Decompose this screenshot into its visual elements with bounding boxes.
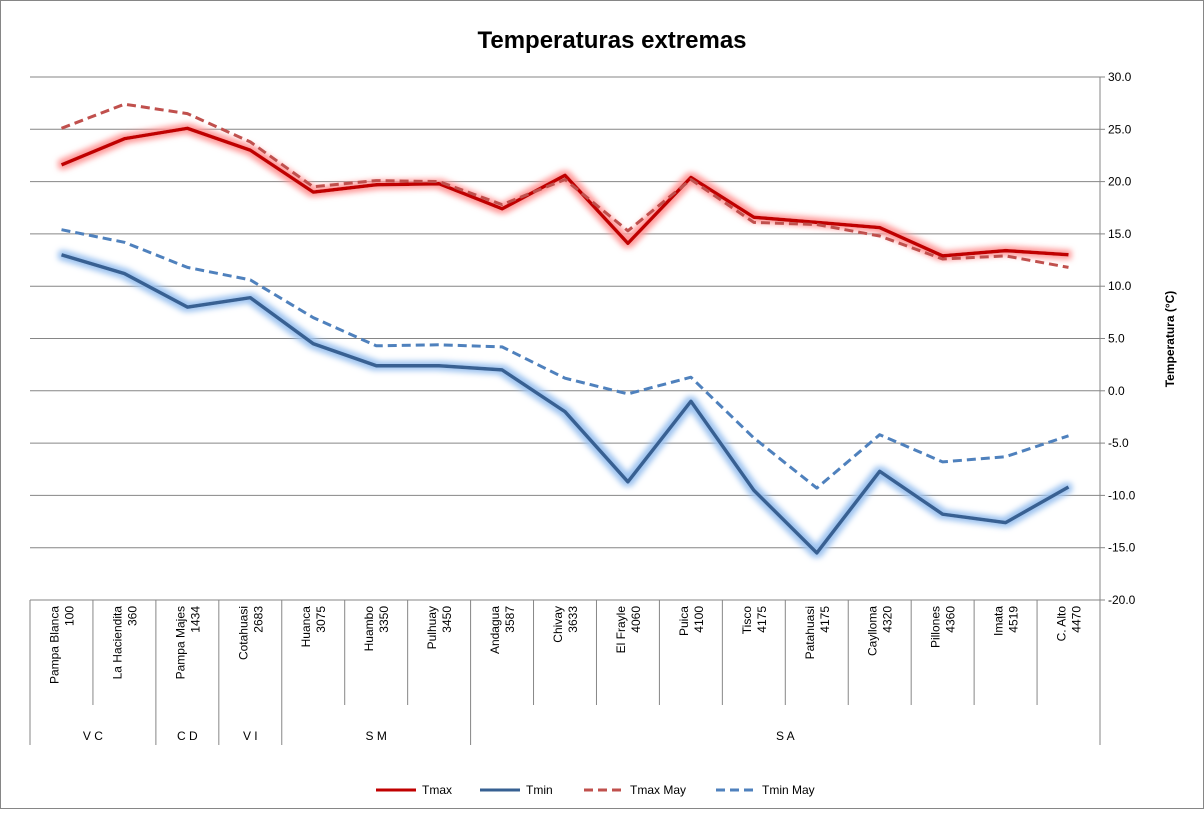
- series-line: [60, 126, 1069, 258]
- x-tick-label: La Haciendita360: [110, 606, 139, 680]
- series-line: [60, 253, 1070, 555]
- legend-label: Tmax: [422, 783, 452, 797]
- x-tick-label-line: 4060: [629, 606, 643, 633]
- y-tick-label: 25.0: [1108, 122, 1132, 136]
- x-tick-label-line: 4100: [692, 606, 706, 633]
- legend-label: Tmin: [526, 783, 553, 797]
- y-tick-label: -20.0: [1108, 593, 1136, 607]
- x-tick-label-line: Pillones: [929, 606, 943, 648]
- series-line: [60, 102, 1069, 269]
- x-tick-label-line: 4175: [755, 606, 769, 633]
- x-tick-label-line: 4519: [1007, 606, 1021, 633]
- group-label: C D: [177, 729, 198, 743]
- y-tick-label: -5.0: [1108, 436, 1129, 450]
- x-tick-label-line: Cotahuasi: [236, 606, 250, 660]
- x-tick-label: Puica4100: [677, 606, 706, 636]
- x-tick-label-line: 4320: [881, 606, 895, 633]
- x-tick-label-line: 4360: [944, 606, 958, 633]
- x-tick-label: Cotahuasi2683: [236, 606, 265, 660]
- y-tick-label: 30.0: [1108, 70, 1132, 84]
- y-tick-label: 0.0: [1108, 384, 1125, 398]
- x-tick-label: Tisco4175: [740, 606, 769, 635]
- x-tick-label-line: La Haciendita: [110, 606, 124, 680]
- x-tick-label: Imata4519: [992, 606, 1021, 636]
- x-tick-label: Pillones4360: [929, 606, 958, 648]
- y-tick-label: -15.0: [1108, 541, 1136, 555]
- x-tick-label-line: 2683: [251, 606, 265, 633]
- x-tick-label-line: C. Alto: [1055, 606, 1069, 642]
- x-tick-label: Huambo3350: [362, 606, 391, 652]
- x-tick-label-line: Puica: [677, 606, 691, 636]
- x-tick-label-line: Andagua: [488, 606, 502, 654]
- x-tick-label-line: Patahuasi: [803, 606, 817, 659]
- y-tick-label: 10.0: [1108, 279, 1132, 293]
- x-tick-label: Andagua3587: [488, 606, 517, 654]
- x-tick-label-line: El Frayle: [614, 606, 628, 654]
- group-label: V I: [243, 729, 258, 743]
- legend-label: Tmax May: [630, 783, 686, 797]
- x-tick-label: C. Alto4470: [1055, 606, 1084, 642]
- y-tick-label: 5.0: [1108, 332, 1125, 346]
- x-tick-label-line: 4470: [1070, 606, 1084, 633]
- x-tick-label-line: Huambo: [362, 606, 376, 652]
- x-tick-label: Pampa Blanca100: [47, 606, 76, 684]
- x-tick-label: Pampa Majes1434: [173, 606, 202, 680]
- y-tick-label: -10.0: [1108, 488, 1136, 502]
- x-tick-label-line: Chivay: [551, 606, 565, 643]
- x-tick-label: Huanca3075: [299, 606, 328, 648]
- x-tick-label: Pulhuay3450: [425, 606, 454, 650]
- x-tick-label-line: 100: [62, 606, 76, 626]
- x-tick-label-line: 3075: [314, 606, 328, 633]
- x-tick-label-line: 3633: [566, 606, 580, 633]
- x-tick-label-line: Pampa Blanca: [47, 606, 61, 684]
- x-tick-label-line: 3587: [503, 606, 517, 633]
- group-label: S M: [366, 729, 387, 743]
- x-tick-label: Caylloma4320: [866, 606, 895, 656]
- chart-title: Temperaturas extremas: [477, 27, 746, 54]
- group-label: V C: [83, 729, 103, 743]
- x-tick-label-line: Huanca: [299, 606, 313, 648]
- y-axis-label: Temperatura (°C): [1163, 291, 1177, 388]
- x-tick-label: El Frayle4060: [614, 606, 643, 654]
- x-tick-label-line: Imata: [992, 606, 1006, 636]
- y-tick-label: 15.0: [1108, 227, 1132, 241]
- x-tick-label-line: Pampa Majes: [173, 606, 187, 679]
- x-tick-label-line: 4175: [818, 606, 832, 633]
- x-tick-label: Chivay3633: [551, 606, 580, 643]
- x-tick-label-line: 1434: [188, 606, 202, 633]
- x-tick-label-line: Tisco: [740, 606, 754, 635]
- x-tick-label-line: Pulhuay: [425, 606, 439, 649]
- x-tick-label-line: 3450: [440, 606, 454, 633]
- x-tick-label-line: 360: [125, 606, 139, 626]
- series-line: [61, 228, 1069, 490]
- x-tick-label-line: Caylloma: [866, 606, 880, 656]
- group-label: S A: [776, 729, 795, 743]
- y-tick-label: 20.0: [1108, 175, 1132, 189]
- x-tick-label-line: 3350: [377, 606, 391, 633]
- legend-label: Tmin May: [762, 783, 815, 797]
- x-tick-label: Patahuasi4175: [803, 606, 832, 660]
